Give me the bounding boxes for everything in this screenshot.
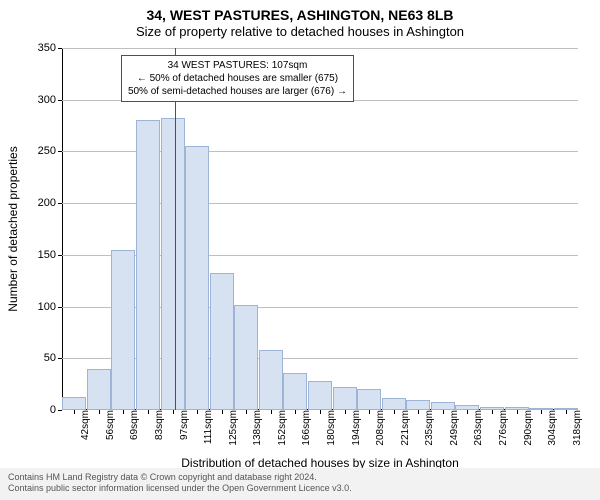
xtick-mark (394, 410, 395, 414)
xtick-label: 235sqm (418, 410, 435, 446)
histogram-bar (87, 369, 111, 410)
xtick-mark (173, 410, 174, 414)
histogram-bar (406, 400, 430, 410)
figure: 34, WEST PASTURES, ASHINGTON, NE63 8LB S… (0, 0, 600, 500)
ytick-mark (58, 410, 62, 411)
title-block: 34, WEST PASTURES, ASHINGTON, NE63 8LB S… (0, 6, 600, 40)
xtick-mark (443, 410, 444, 414)
xtick-label: 42sqm (74, 410, 91, 440)
xtick-label: 263sqm (467, 410, 484, 446)
reference-line (175, 48, 176, 410)
ytick-mark (58, 100, 62, 101)
ytick-mark (58, 151, 62, 152)
gridline (62, 48, 578, 49)
annotation-line: 50% of semi-detached houses are larger (… (128, 85, 347, 98)
xtick-mark (222, 410, 223, 414)
xtick-mark (295, 410, 296, 414)
histogram-bar (308, 381, 332, 410)
xtick-label: 318sqm (566, 410, 583, 446)
xtick-mark (492, 410, 493, 414)
xtick-mark (517, 410, 518, 414)
xtick-label: 208sqm (369, 410, 386, 446)
xtick-label: 152sqm (271, 410, 288, 446)
xtick-label: 194sqm (345, 410, 362, 446)
xtick-mark (99, 410, 100, 414)
xtick-label: 276sqm (492, 410, 509, 446)
xtick-label: 97sqm (173, 410, 190, 440)
xtick-mark (566, 410, 567, 414)
title-main: 34, WEST PASTURES, ASHINGTON, NE63 8LB (0, 6, 600, 24)
xtick-mark (418, 410, 419, 414)
histogram-bar (136, 120, 160, 410)
footer-line-1: Contains HM Land Registry data © Crown c… (8, 472, 592, 483)
xtick-label: 249sqm (443, 410, 460, 446)
xtick-mark (541, 410, 542, 414)
xtick-label: 83sqm (148, 410, 165, 440)
annotation-line: ← 50% of detached houses are smaller (67… (128, 72, 347, 85)
xtick-label: 221sqm (394, 410, 411, 446)
histogram-bar (234, 305, 258, 410)
xtick-mark (271, 410, 272, 414)
xtick-label: 166sqm (295, 410, 312, 446)
xtick-mark (345, 410, 346, 414)
histogram-bar (111, 250, 135, 410)
xtick-label: 56sqm (99, 410, 116, 440)
histogram-bar (210, 273, 234, 410)
xtick-mark (320, 410, 321, 414)
ytick-mark (58, 255, 62, 256)
footer-attribution: Contains HM Land Registry data © Crown c… (0, 468, 600, 500)
histogram-bar (161, 118, 185, 410)
xtick-mark (123, 410, 124, 414)
xtick-label: 180sqm (320, 410, 337, 446)
y-axis-label: Number of detached properties (6, 146, 20, 311)
xtick-label: 69sqm (123, 410, 140, 440)
xtick-label: 290sqm (517, 410, 534, 446)
xtick-mark (467, 410, 468, 414)
ytick-mark (58, 48, 62, 49)
histogram-bar (382, 398, 406, 410)
histogram-bar (185, 146, 209, 410)
chart-plot-area: 05010015020025030035042sqm56sqm69sqm83sq… (62, 48, 578, 410)
title-sub: Size of property relative to detached ho… (0, 24, 600, 40)
xtick-mark (197, 410, 198, 414)
ytick-mark (58, 203, 62, 204)
annotation-box: 34 WEST PASTURES: 107sqm← 50% of detache… (121, 55, 354, 102)
annotation-line: 34 WEST PASTURES: 107sqm (128, 59, 347, 72)
xtick-label: 304sqm (541, 410, 558, 446)
histogram-bar (357, 389, 381, 410)
xtick-mark (369, 410, 370, 414)
histogram-bar (283, 373, 307, 410)
histogram-bar (333, 387, 357, 410)
ytick-mark (58, 358, 62, 359)
xtick-label: 138sqm (246, 410, 263, 446)
xtick-mark (246, 410, 247, 414)
histogram-bar (62, 397, 86, 410)
xtick-label: 125sqm (222, 410, 239, 446)
histogram-bar (431, 402, 455, 410)
xtick-mark (148, 410, 149, 414)
xtick-label: 111sqm (197, 410, 214, 444)
histogram-bar (259, 350, 283, 410)
ytick-mark (58, 307, 62, 308)
y-axis-line (62, 48, 63, 410)
footer-line-2: Contains public sector information licen… (8, 483, 592, 494)
xtick-mark (74, 410, 75, 414)
